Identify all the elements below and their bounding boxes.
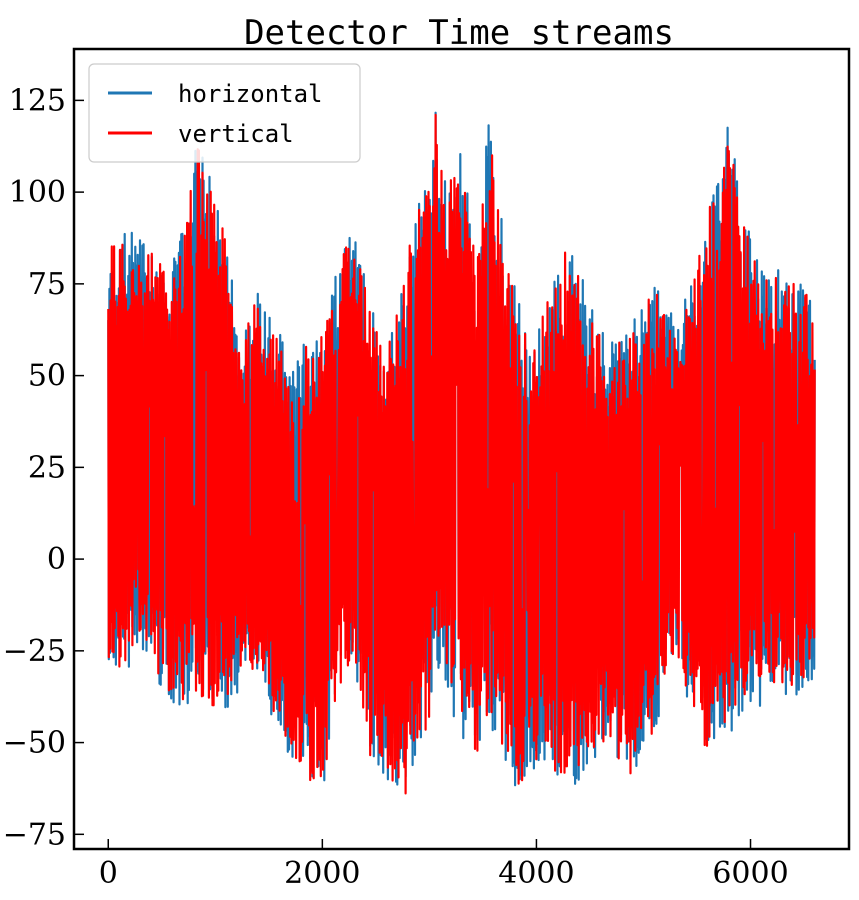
y-tick-label: 25 [28,450,66,485]
series-layer [107,111,816,795]
series-line-vertical [107,113,816,795]
x-tick-label: 4000 [498,856,574,891]
legend-label-vertical: vertical [178,120,294,148]
legend-box [88,63,361,163]
chart-title: Detector Time streams [244,13,674,53]
y-tick-label: −50 [3,726,66,761]
x-axis: 0 2000 4000 6000 [99,839,789,891]
y-tick-label: 75 [28,267,66,302]
y-tick-label: 100 [9,175,66,210]
y-tick-label: 0 [47,542,66,577]
y-tick-label: 125 [9,83,66,118]
x-tick-label: 6000 [712,856,788,891]
x-tick-label: 0 [99,856,118,891]
y-tick-label: −75 [3,817,66,852]
x-tick-label: 2000 [284,856,360,891]
legend-label-horizontal: horizontal [178,80,323,108]
y-axis: −75 −50 −25 0 25 50 75 100 125 [3,83,84,852]
y-tick-label: −25 [3,634,66,669]
plot-frame [72,47,851,851]
y-tick-label: 50 [28,359,66,394]
legend: horizontal vertical [88,63,361,163]
